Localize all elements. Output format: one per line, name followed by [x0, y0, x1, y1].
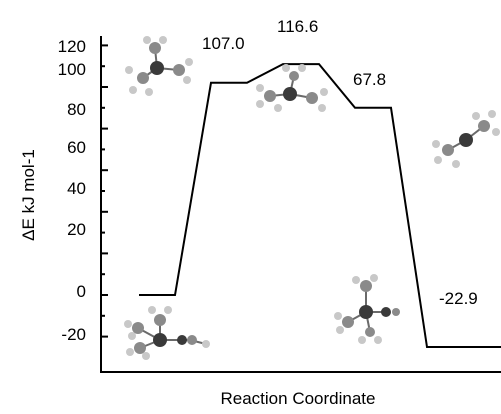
y-tick-label: 80: [67, 100, 86, 119]
energy-profile-line: [139, 63, 501, 348]
molecule-reactant-icon: [124, 306, 210, 360]
molecule-ts1-icon: [125, 36, 193, 96]
y-tick-label: 0: [77, 282, 86, 301]
y-tick-label: 100: [58, 60, 86, 79]
y-tick-label: 40: [67, 179, 86, 198]
data-label-116: 116.6: [277, 17, 318, 36]
x-axis-title: Reaction Coordinate: [221, 389, 376, 408]
y-axis-title: ΔE kJ mol-1: [19, 149, 38, 241]
y-ticks: [101, 44, 108, 338]
molecule-intermediate-icon: [432, 110, 500, 168]
y-tick-label: 120: [58, 37, 86, 56]
data-label-67: 67.8: [353, 70, 386, 89]
y-tick-label: 20: [67, 220, 86, 239]
molecule-ts2-icon: [256, 64, 328, 112]
data-label-22: -22.9: [439, 289, 478, 308]
molecule-product-icon: [334, 274, 400, 344]
y-tick-label: -20: [61, 325, 86, 344]
y-tick-labels: 120 100 80 60 40 20 0 -20: [58, 37, 86, 344]
y-tick-label: 60: [67, 138, 86, 157]
data-label-107: 107.0: [202, 34, 245, 53]
